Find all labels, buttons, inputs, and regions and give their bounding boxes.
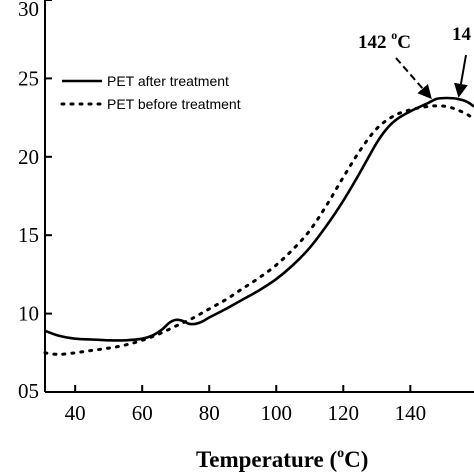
x-axis-title: Temperature (oC) (196, 446, 368, 472)
series-line-pet-after-treatment (44, 96, 474, 342)
annotation-14: 14 (452, 24, 472, 98)
axis-ticks (45, 0, 412, 393)
y-tick-label: 20 (18, 145, 39, 169)
y-tick-label: 25 (18, 66, 39, 90)
y-tick-label: 10 (18, 302, 39, 326)
y-tick-label: 30 (18, 0, 39, 21)
y-tick-label: 05 (18, 379, 39, 403)
x-tick-label: 100 (261, 401, 293, 425)
legend-label-after: PET after treatment (107, 73, 229, 89)
series-line-pet-before-treatment (43, 104, 474, 356)
x-tick-label: 140 (395, 401, 427, 425)
annotation-142: 142 oC (358, 28, 432, 100)
tick-labels: 0510152025304060801001201401 (18, 0, 427, 425)
legend: PET after treatment PET before treatment (60, 73, 241, 112)
annotation-14-arrow (454, 54, 468, 98)
x-tick-label: 60 (132, 401, 153, 425)
x-tick-label: 120 (328, 401, 360, 425)
annotation-14-label: 14 (452, 24, 472, 45)
y-tick-label: 15 (18, 223, 39, 247)
x-tick-label: 40 (65, 401, 86, 425)
legend-label-before: PET before treatment (107, 96, 241, 112)
annotation-142-arrow (395, 57, 432, 100)
x-tick-label: 80 (199, 401, 220, 425)
annotation-142-label: 142 oC (358, 28, 411, 53)
